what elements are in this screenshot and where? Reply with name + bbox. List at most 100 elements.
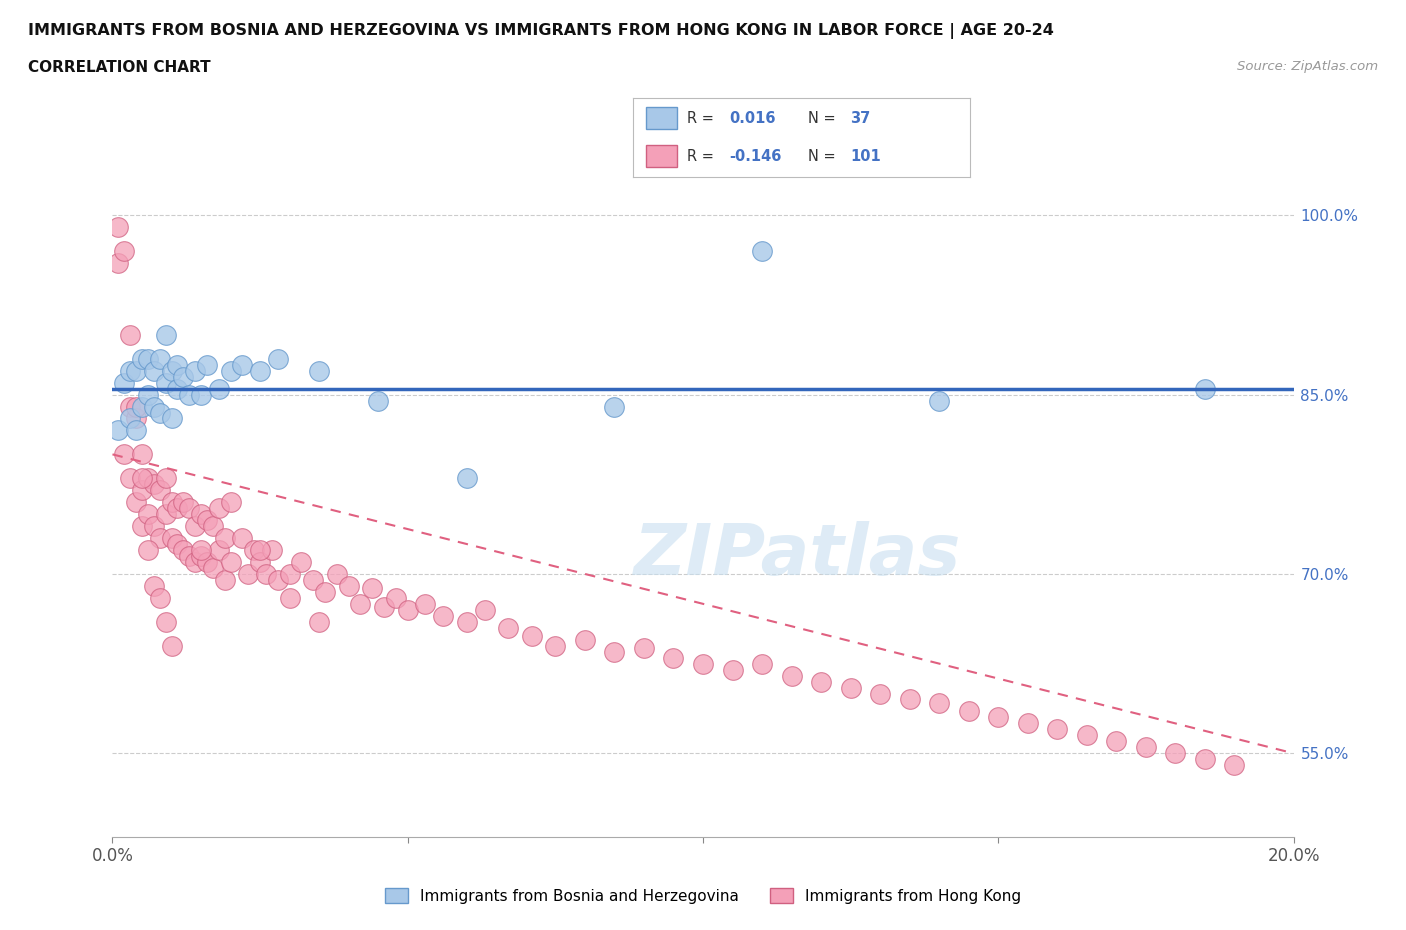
Point: [662, 650, 685, 665]
Point: [243, 542, 266, 557]
Point: [190, 507, 212, 522]
Point: [456, 615, 478, 630]
Point: [810, 674, 832, 689]
Text: R =: R =: [686, 111, 718, 126]
Text: N =: N =: [808, 111, 841, 126]
Point: [107, 423, 129, 438]
Point: [195, 554, 218, 569]
Point: [125, 495, 148, 510]
Point: [155, 615, 177, 630]
Point: [136, 471, 159, 485]
Point: [302, 573, 325, 588]
Point: [219, 364, 242, 379]
Text: CORRELATION CHART: CORRELATION CHART: [28, 60, 211, 75]
Text: ZIPatlas: ZIPatlas: [634, 522, 962, 591]
Text: 0.016: 0.016: [728, 111, 775, 126]
Point: [201, 519, 224, 534]
Point: [208, 500, 231, 515]
Legend: Immigrants from Bosnia and Herzegovina, Immigrants from Hong Kong: Immigrants from Bosnia and Herzegovina, …: [380, 882, 1026, 910]
Point: [107, 256, 129, 271]
Point: [155, 327, 177, 342]
Point: [131, 483, 153, 498]
Point: [751, 657, 773, 671]
Point: [172, 495, 194, 510]
Point: [1105, 734, 1128, 749]
Text: 37: 37: [851, 111, 870, 126]
Point: [1194, 381, 1216, 396]
Text: -0.146: -0.146: [728, 149, 782, 164]
Point: [131, 471, 153, 485]
Point: [136, 387, 159, 402]
Point: [260, 542, 283, 557]
Point: [190, 542, 212, 557]
Point: [238, 566, 260, 581]
Point: [190, 549, 212, 564]
Point: [142, 477, 165, 492]
Point: [1223, 758, 1246, 773]
Point: [120, 471, 142, 485]
Point: [166, 381, 188, 396]
Point: [267, 573, 290, 588]
Point: [326, 566, 349, 581]
Point: [155, 507, 177, 522]
Point: [125, 423, 148, 438]
Point: [131, 352, 153, 366]
Point: [249, 554, 271, 569]
Text: Source: ZipAtlas.com: Source: ZipAtlas.com: [1237, 60, 1378, 73]
Point: [603, 399, 626, 414]
Point: [474, 603, 496, 618]
Point: [249, 364, 271, 379]
Point: [160, 495, 183, 510]
Point: [1164, 746, 1187, 761]
Point: [308, 615, 330, 630]
Text: 101: 101: [851, 149, 882, 164]
Point: [125, 411, 148, 426]
Point: [120, 399, 142, 414]
Point: [249, 542, 271, 557]
Point: [214, 573, 236, 588]
Point: [898, 692, 921, 707]
Point: [496, 620, 519, 635]
Point: [136, 542, 159, 557]
Point: [456, 471, 478, 485]
Point: [231, 531, 253, 546]
Point: [142, 399, 165, 414]
Point: [195, 512, 218, 527]
Point: [155, 375, 177, 390]
Point: [1017, 716, 1039, 731]
Point: [112, 244, 135, 259]
Point: [149, 531, 172, 546]
Point: [385, 591, 408, 605]
Point: [290, 554, 312, 569]
Point: [142, 364, 165, 379]
Point: [361, 581, 384, 596]
Point: [112, 447, 135, 462]
Point: [928, 393, 950, 408]
Point: [142, 578, 165, 593]
Point: [160, 531, 183, 546]
Point: [957, 704, 980, 719]
Point: [149, 405, 172, 420]
Point: [149, 483, 172, 498]
Point: [432, 608, 454, 623]
Text: N =: N =: [808, 149, 841, 164]
Point: [751, 244, 773, 259]
Text: IMMIGRANTS FROM BOSNIA AND HERZEGOVINA VS IMMIGRANTS FROM HONG KONG IN LABOR FOR: IMMIGRANTS FROM BOSNIA AND HERZEGOVINA V…: [28, 23, 1054, 39]
Point: [1194, 751, 1216, 766]
Point: [780, 668, 803, 683]
Point: [574, 632, 596, 647]
Point: [314, 584, 336, 599]
Text: R =: R =: [686, 149, 718, 164]
Point: [142, 519, 165, 534]
Point: [231, 357, 253, 372]
Point: [179, 387, 201, 402]
Point: [149, 591, 172, 605]
Point: [112, 375, 135, 390]
Point: [172, 542, 194, 557]
Point: [201, 561, 224, 576]
Point: [367, 393, 389, 408]
Point: [603, 644, 626, 659]
Point: [120, 327, 142, 342]
FancyBboxPatch shape: [647, 145, 676, 167]
Point: [166, 500, 188, 515]
